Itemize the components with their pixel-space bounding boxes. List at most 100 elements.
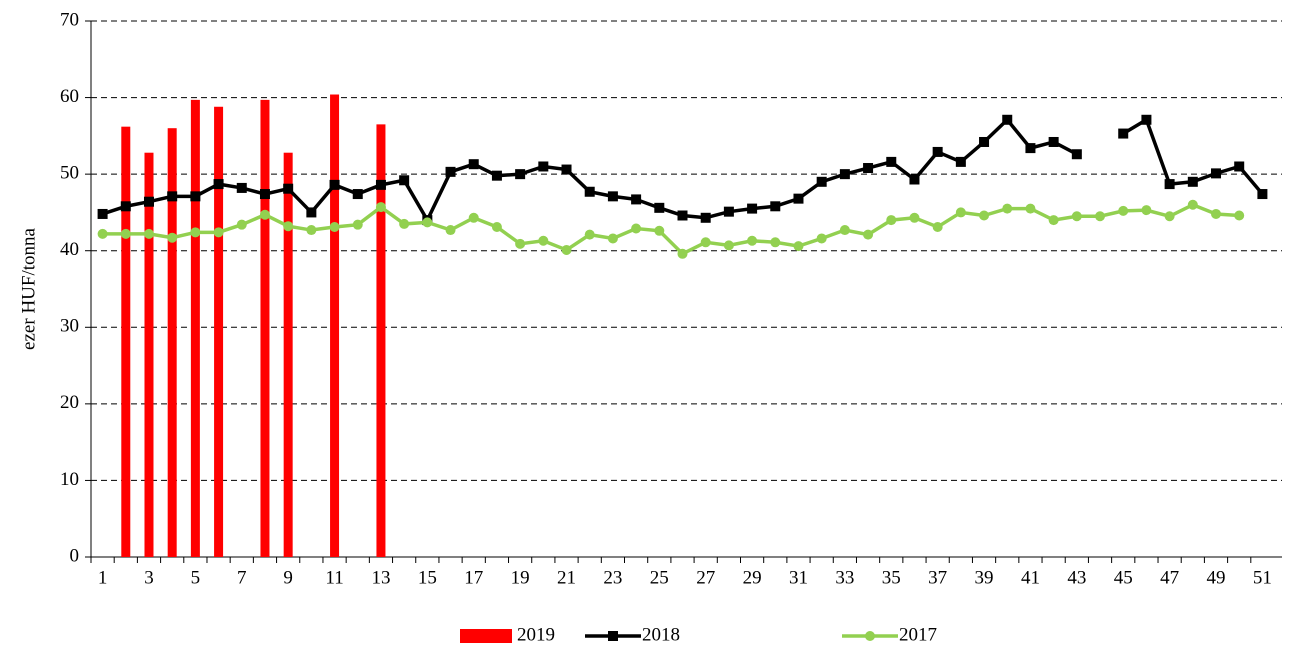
marker	[375, 179, 386, 190]
marker	[515, 169, 526, 180]
bar	[260, 99, 270, 558]
marker	[770, 201, 781, 212]
marker	[561, 244, 572, 255]
marker	[584, 229, 595, 240]
marker	[1118, 205, 1129, 216]
marker	[607, 191, 618, 202]
marker	[1141, 114, 1152, 125]
marker	[259, 209, 270, 220]
marker	[793, 193, 804, 204]
marker	[1095, 211, 1106, 222]
legend-marker	[608, 631, 618, 641]
x-tick-label: 9	[283, 567, 293, 588]
x-tick-label: 1	[98, 567, 108, 588]
marker	[491, 170, 502, 181]
marker	[143, 228, 154, 239]
marker	[1211, 168, 1222, 179]
marker	[723, 206, 734, 217]
y-tick-label: 50	[60, 163, 79, 184]
marker	[538, 161, 549, 172]
marker	[468, 159, 479, 170]
y-tick-label: 10	[60, 469, 79, 490]
marker	[1071, 149, 1082, 160]
y-tick-label: 60	[60, 86, 79, 107]
marker	[143, 196, 154, 207]
marker	[1234, 161, 1245, 172]
x-tick-label: 37	[928, 567, 947, 588]
marker	[1118, 128, 1129, 139]
marker	[120, 228, 131, 239]
bar	[330, 94, 340, 557]
marker	[329, 179, 340, 190]
marker	[932, 221, 943, 232]
marker	[932, 146, 943, 157]
x-tick-label: 11	[325, 567, 343, 588]
marker	[491, 221, 502, 232]
marker	[445, 225, 456, 236]
bar	[214, 106, 224, 557]
marker	[839, 169, 850, 180]
marker	[561, 164, 572, 175]
marker	[631, 194, 642, 205]
marker	[1025, 203, 1036, 214]
y-tick-label: 20	[60, 392, 79, 413]
x-tick-label: 3	[144, 567, 154, 588]
bar	[283, 152, 293, 557]
marker	[167, 232, 178, 243]
marker	[863, 163, 874, 174]
marker	[979, 136, 990, 147]
x-tick-label: 21	[557, 567, 576, 588]
y-axis-label: ezer HUF/tonna	[18, 228, 39, 350]
marker	[955, 156, 966, 167]
marker	[607, 233, 618, 244]
marker	[1048, 215, 1059, 226]
x-tick-label: 39	[975, 567, 994, 588]
marker	[1164, 179, 1175, 190]
marker	[236, 182, 247, 193]
x-tick-label: 25	[650, 567, 669, 588]
line	[102, 117, 1264, 224]
marker	[213, 179, 224, 190]
marker	[770, 237, 781, 248]
marker	[816, 233, 827, 244]
marker	[445, 166, 456, 177]
marker	[677, 210, 688, 221]
marker	[747, 235, 758, 246]
marker	[677, 248, 688, 259]
marker	[1002, 114, 1013, 125]
marker	[120, 201, 131, 212]
marker	[631, 223, 642, 234]
x-tick-label: 31	[789, 567, 808, 588]
bar	[144, 152, 154, 557]
y-tick-label: 30	[60, 316, 79, 337]
marker	[399, 218, 410, 229]
marker	[306, 225, 317, 236]
marker	[700, 212, 711, 223]
x-tick-label: 35	[882, 567, 901, 588]
marker	[793, 241, 804, 252]
marker	[399, 175, 410, 186]
x-tick-label: 29	[743, 567, 762, 588]
x-tick-label: 15	[418, 567, 437, 588]
marker	[654, 202, 665, 213]
marker	[515, 238, 526, 249]
marker	[1187, 199, 1198, 210]
bar	[376, 124, 386, 557]
marker	[584, 186, 595, 197]
marker	[1025, 143, 1036, 154]
y-tick-label: 70	[60, 9, 79, 30]
marker	[538, 235, 549, 246]
x-tick-label: 45	[1114, 567, 1133, 588]
marker	[306, 207, 317, 218]
marker	[886, 156, 897, 167]
x-tick-label: 27	[696, 567, 715, 588]
legend-label: 2018	[642, 624, 680, 645]
marker	[190, 227, 201, 238]
x-tick-label: 41	[1021, 567, 1040, 588]
legend-marker	[865, 631, 875, 641]
marker	[723, 240, 734, 251]
marker	[654, 225, 665, 236]
marker	[863, 229, 874, 240]
x-tick-label: 51	[1253, 567, 1272, 588]
x-tick-label: 17	[464, 567, 483, 588]
